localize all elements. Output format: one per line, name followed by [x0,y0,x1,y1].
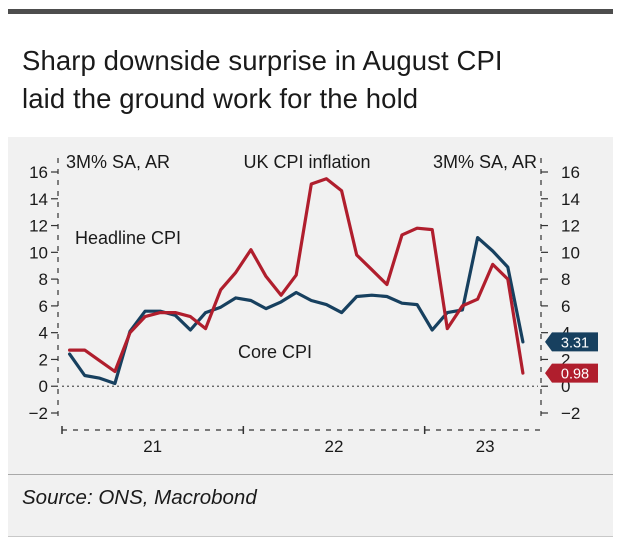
right-y-tick-label: 6 [561,297,570,316]
chart-inner-title: UK CPI inflation [243,152,370,172]
title-line-1: Sharp downside surprise in August CPI [22,45,503,76]
left-y-tick-label: 6 [39,297,48,316]
top-rule [8,9,613,14]
left-y-tick-label: 12 [29,217,48,236]
headline-cpi-line [67,177,525,375]
core-cpi-annotation: Core CPI [238,342,312,362]
headline-cpi-end-tag [545,363,598,383]
right-axis-label: 3M% SA, AR [433,152,537,172]
left-y-tick-label: 4 [39,324,48,343]
footer: Source: ONS, Macrobond [8,474,613,537]
left-axis-label: 3M% SA, AR [66,152,170,172]
left-y-tick-label: 10 [29,243,48,262]
x-year-label: 23 [476,437,495,456]
title-line-2: laid the ground work for the hold [22,83,419,114]
x-year-label: 21 [143,437,162,456]
headline-cpi-end-value: 0.98 [561,367,589,383]
right-y-tick-label: 12 [561,217,580,236]
left-y-tick-label: 16 [29,163,48,182]
left-y-tick-label: 14 [29,190,48,209]
right-y-tick-label: 0 [561,377,570,396]
core-cpi-end-value: 3.31 [561,335,589,351]
left-y-tick-label: 2 [39,350,48,369]
right-y-tick-label: 16 [561,163,580,182]
bottom-rule [8,536,613,537]
left-y-tick-label: 8 [39,270,48,289]
source-note: Source: ONS, Macrobond [22,486,257,509]
x-year-label: 22 [325,437,344,456]
headline-cpi-annotation: Headline CPI [75,228,181,248]
right-y-tick-label: 2 [561,350,570,369]
right-y-tick-label: 14 [561,190,580,209]
right-y-tick-label: 8 [561,270,570,289]
core-cpi-end-tag [545,332,598,352]
right-y-tick-label: −2 [561,404,580,423]
core-cpi-line [67,236,525,386]
chart-title: Sharp downside surprise in August CPI la… [22,42,602,118]
left-y-tick-label: −2 [29,404,48,423]
right-y-tick-label: 10 [561,243,580,262]
left-y-tick-label: 0 [39,377,48,396]
